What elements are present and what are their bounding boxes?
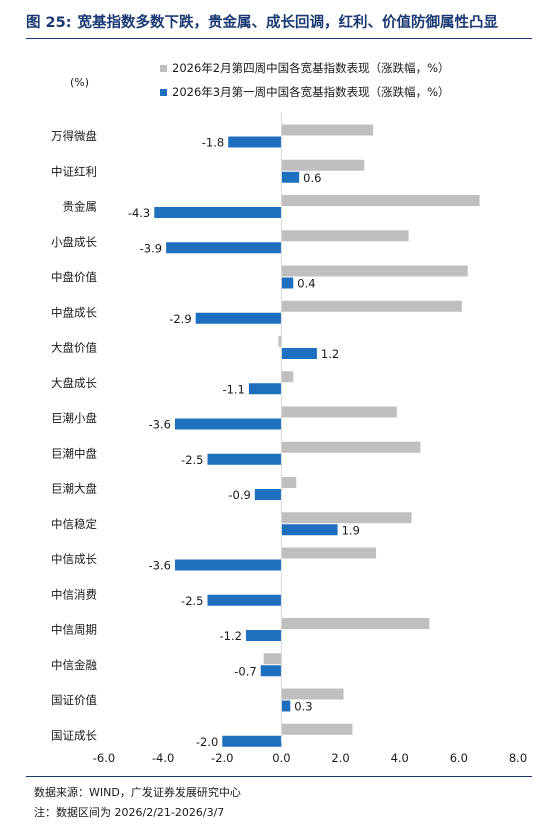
- bar-prev-week: [281, 195, 480, 206]
- bar-this-week: [195, 312, 282, 324]
- x-tick-label: 8.0: [509, 751, 527, 765]
- bar-prev-week: [281, 477, 297, 488]
- legend-swatch-prev-week: [160, 64, 167, 72]
- data-label: -2.0: [196, 735, 218, 749]
- category-label: 中信周期: [51, 623, 97, 637]
- data-label: -1.1: [222, 382, 244, 396]
- bar-this-week: [207, 453, 282, 465]
- chart-legend: 2026年2月第四周中国各宽基指数表现（涨跌幅，%） 2026年3月第一周中国各…: [160, 56, 450, 104]
- bar-prev-week: [281, 723, 353, 735]
- data-label: 1.2: [321, 347, 339, 361]
- y-unit-label: (%): [70, 76, 90, 89]
- bar-prev-week: [263, 653, 282, 665]
- data-label: 0.6: [303, 171, 321, 185]
- x-tick-label: -6.0: [93, 751, 115, 765]
- legend-label-this-week: 2026年3月第一周中国各宽基指数表现（涨跌幅，%）: [172, 85, 450, 99]
- figure-title-text: 宽基指数多数下跌，贵金属、成长回调，红利、价值防御属性凸显: [77, 15, 499, 31]
- data-label: -3.9: [140, 241, 162, 255]
- data-label: 1.9: [342, 523, 360, 537]
- x-tick-label: -2.0: [211, 751, 233, 765]
- category-label: 中盘成长: [51, 305, 97, 319]
- bar-this-week: [281, 277, 294, 289]
- bar-this-week: [174, 418, 282, 430]
- bar-prev-week: [281, 300, 462, 312]
- category-label: 巨潮大盘: [51, 482, 97, 496]
- bar-this-week: [174, 559, 282, 571]
- data-label: -0.9: [228, 488, 250, 502]
- category-label: 万得微盘: [51, 129, 97, 143]
- category-label: 中信金融: [51, 658, 97, 672]
- bar-this-week: [260, 665, 282, 677]
- legend-swatch-this-week: [160, 88, 167, 96]
- bar-this-week: [281, 348, 317, 359]
- data-label: -2.5: [181, 594, 203, 608]
- bar-prev-week: [281, 547, 377, 559]
- bar-this-week: [207, 594, 282, 606]
- category-label: 大盘成长: [51, 376, 97, 390]
- bar-prev-week: [281, 230, 409, 242]
- bar-this-week: [154, 207, 282, 218]
- data-label: -0.7: [234, 664, 256, 678]
- data-label: -2.5: [181, 453, 203, 467]
- legend-label-prev-week: 2026年2月第四周中国各宽基指数表现（涨跌幅，%）: [172, 61, 450, 75]
- figure-title: 图 25: 宽基指数多数下跌，贵金属、成长回调，红利、价值防御属性凸显: [26, 11, 498, 32]
- data-label: 0.4: [297, 277, 315, 291]
- category-label: 中信稳定: [51, 517, 97, 531]
- legend-item-prev-week: 2026年2月第四周中国各宽基指数表现（涨跌幅，%）: [160, 56, 450, 80]
- category-label: 国证价值: [51, 693, 97, 707]
- bar-this-week: [245, 630, 282, 641]
- data-label: -4.3: [128, 206, 150, 220]
- category-label: 巨潮中盘: [51, 446, 97, 460]
- data-source: 数据来源：WIND，广发证券发展研究中心: [34, 786, 241, 799]
- category-label: 中信成长: [51, 552, 97, 566]
- x-tick-label: -4.0: [152, 751, 174, 765]
- bar-prev-week: [281, 124, 374, 136]
- data-label: -2.9: [169, 312, 191, 326]
- category-label: 中证红利: [51, 164, 97, 178]
- category-label: 巨潮小盘: [51, 411, 97, 425]
- category-label: 大盘价值: [51, 341, 97, 355]
- category-label: 贵金属: [63, 200, 98, 214]
- x-tick-label: 2.0: [331, 751, 349, 765]
- bar-this-week: [281, 700, 291, 712]
- category-label: 中信消费: [51, 587, 97, 601]
- data-label: -3.6: [149, 559, 171, 573]
- figure-number: 图 25:: [26, 15, 72, 31]
- title-rule: [26, 38, 532, 39]
- category-label: 小盘成长: [51, 235, 97, 249]
- data-label: -1.2: [219, 629, 241, 643]
- data-label: 0.3: [294, 700, 312, 714]
- data-note: 注：数据区间为 2026/2/21-2026/3/7: [34, 806, 225, 819]
- bar-this-week: [222, 735, 282, 747]
- footer-rule: [26, 776, 532, 777]
- bar-prev-week: [281, 688, 344, 700]
- bar-prev-week: [281, 371, 294, 383]
- bar-prev-week: [281, 441, 421, 453]
- x-tick-label: 4.0: [391, 751, 409, 765]
- bar-prev-week: [281, 512, 412, 524]
- x-tick-label: 6.0: [450, 751, 468, 765]
- legend-item-this-week: 2026年3月第一周中国各宽基指数表现（涨跌幅，%）: [160, 80, 450, 104]
- bar-this-week: [248, 383, 282, 395]
- data-label: -1.8: [202, 136, 224, 150]
- bar-this-week: [228, 136, 282, 148]
- category-label: 国证成长: [51, 728, 97, 742]
- bar-prev-week: [278, 336, 282, 347]
- bar-prev-week: [281, 406, 397, 418]
- bar-this-week: [281, 171, 300, 183]
- bar-this-week: [281, 524, 338, 536]
- bar-prev-week: [281, 265, 468, 277]
- bar-this-week: [166, 242, 282, 254]
- bar-prev-week: [281, 618, 430, 629]
- x-tick-label: 0.0: [272, 751, 290, 765]
- bar-this-week: [254, 489, 282, 500]
- data-label: -3.6: [149, 418, 171, 432]
- category-label: 中盘价值: [51, 270, 97, 284]
- bar-prev-week: [281, 159, 365, 171]
